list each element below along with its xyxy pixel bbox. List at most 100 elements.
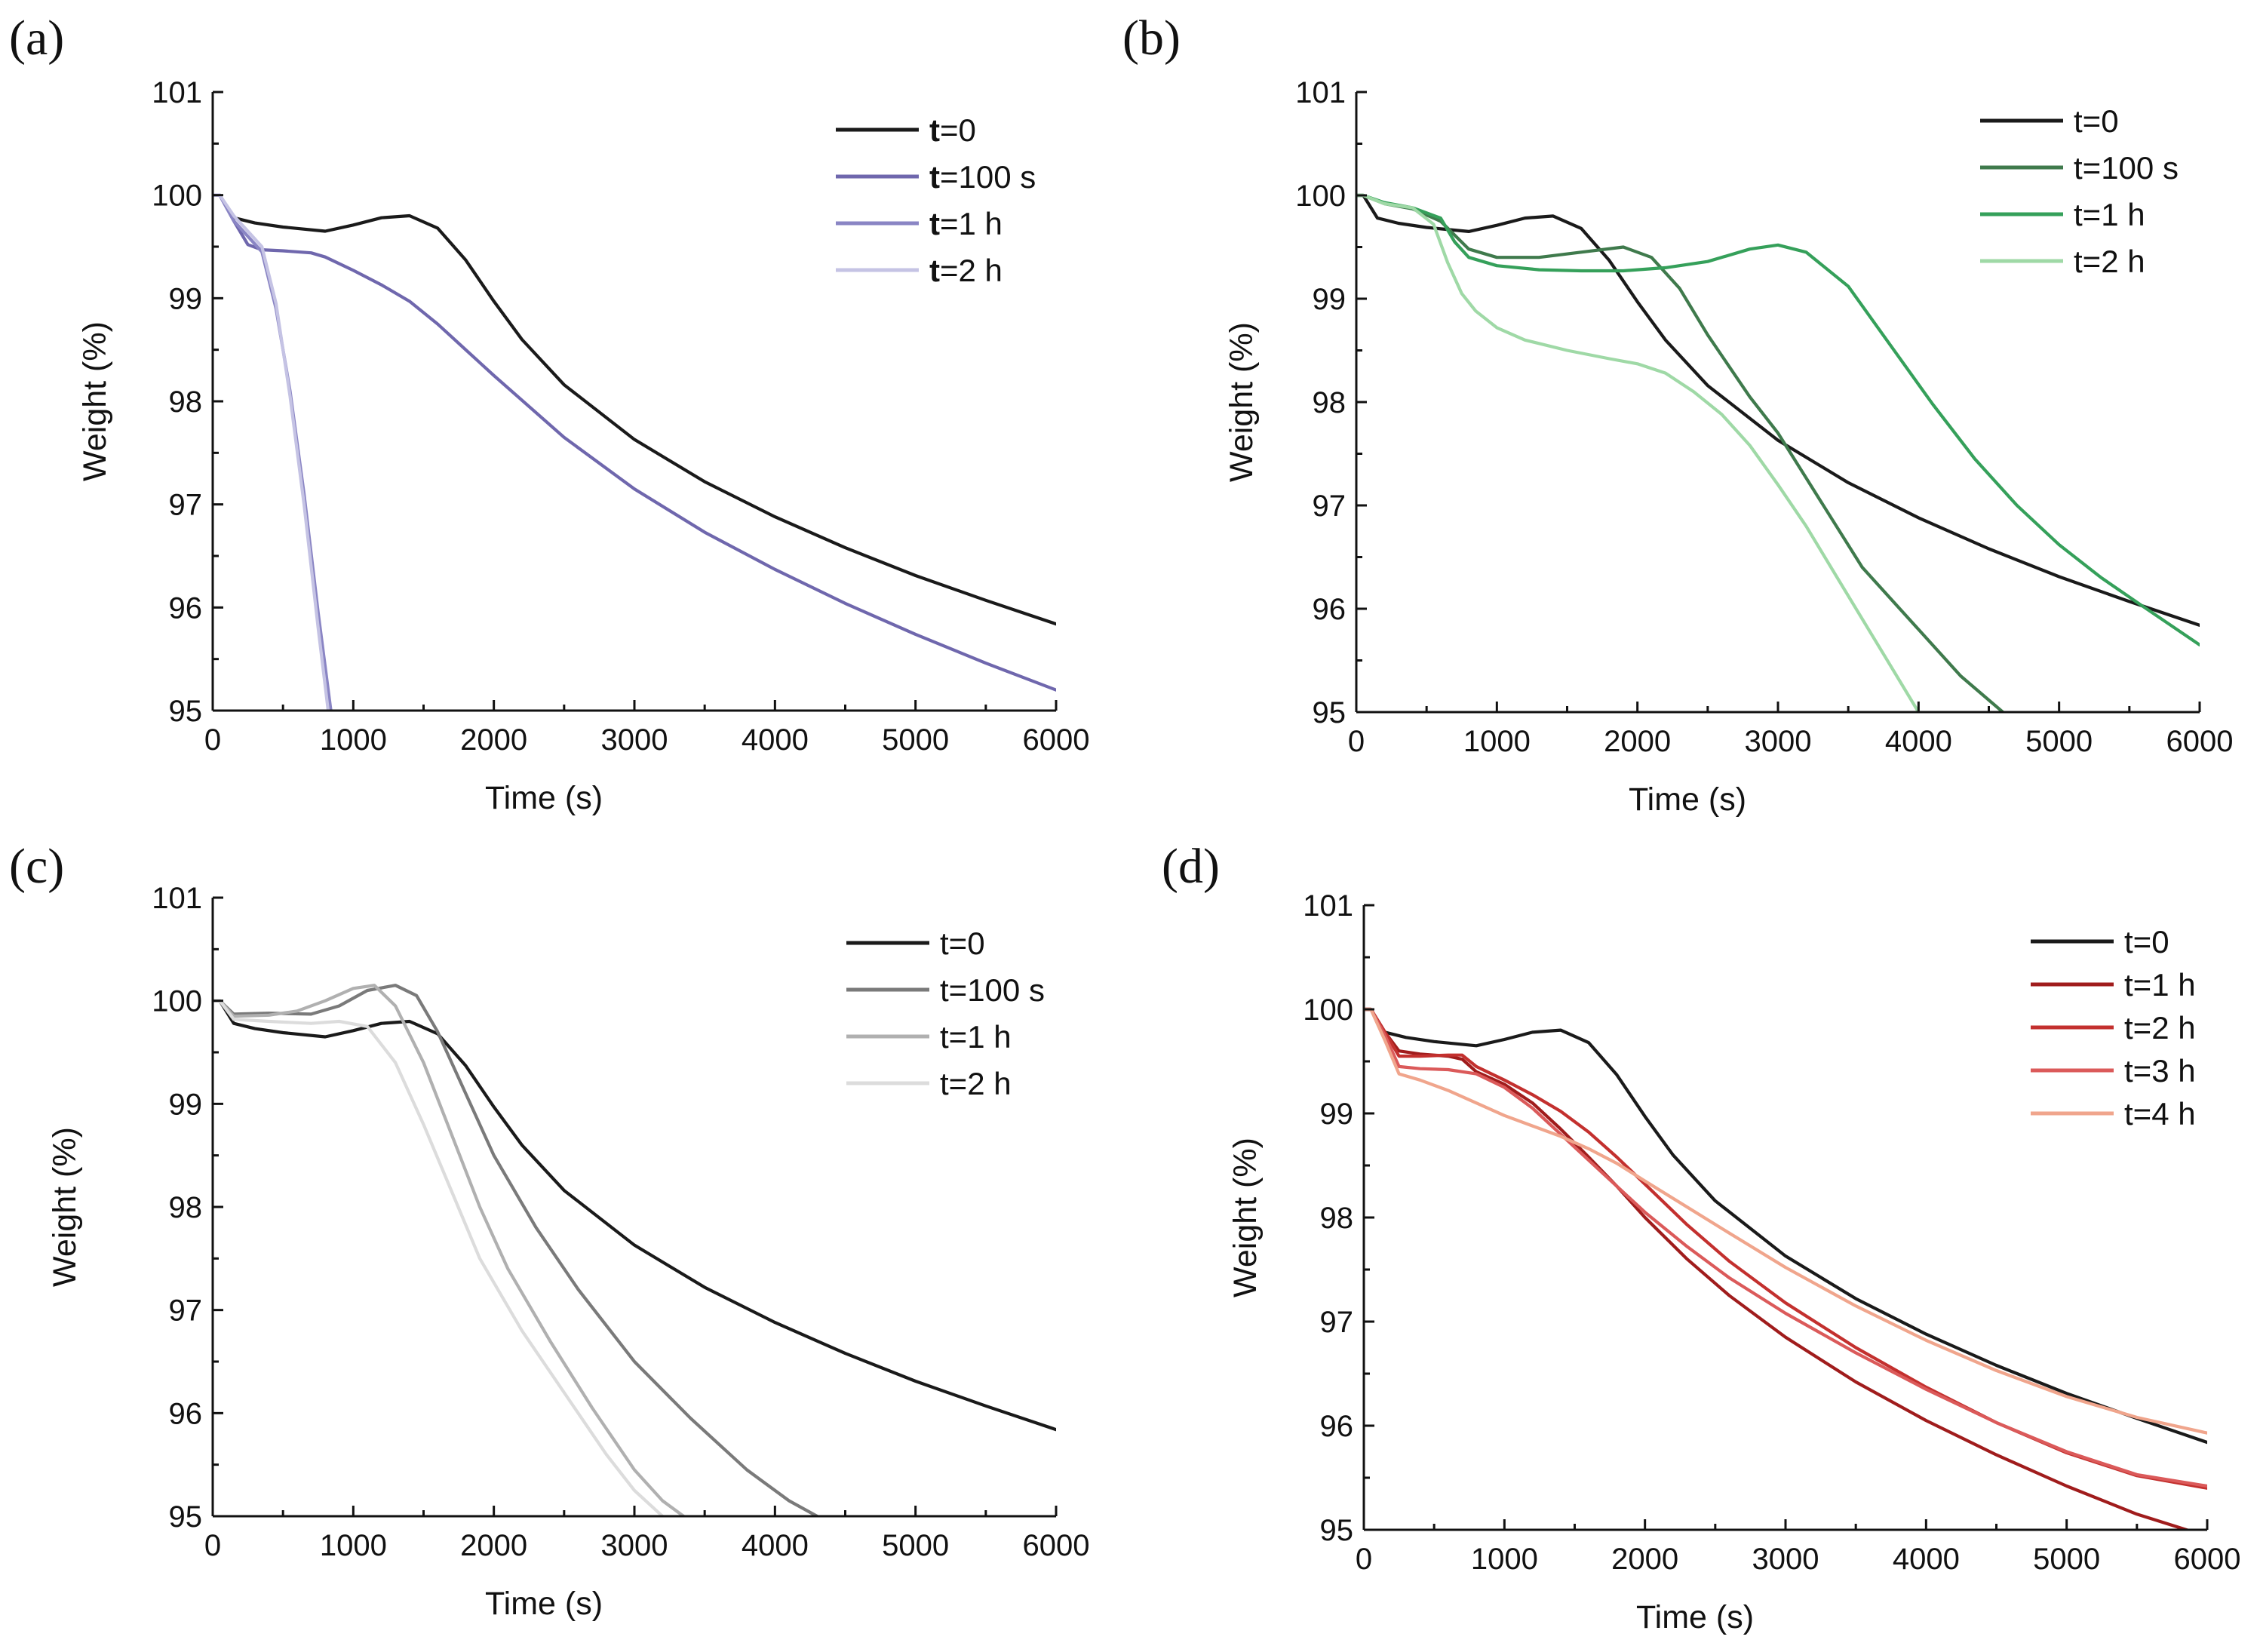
x-tick-label: 2000 — [460, 723, 527, 757]
y-axis-title: Weight (%) — [77, 321, 113, 481]
y-tick-label: 95 — [169, 1500, 203, 1534]
y-tick-label: 98 — [1320, 1202, 1354, 1235]
y-tick-label: 100 — [1295, 180, 1346, 213]
x-tick-label: 4000 — [742, 723, 809, 757]
series-line-t-100-s — [213, 984, 819, 1516]
series-line-t-1-h — [213, 193, 333, 711]
x-tick-label: 3000 — [601, 1529, 668, 1562]
x-tick-label: 6000 — [1023, 723, 1090, 757]
panel-label: (a) — [9, 11, 64, 66]
series-line-t-100-s — [213, 193, 1056, 692]
x-tick-label: 0 — [1348, 725, 1365, 758]
y-tick-label: 97 — [169, 489, 203, 522]
panel-label: (d) — [1162, 839, 1220, 894]
x-tick-label: 0 — [204, 723, 221, 757]
legend-entry: t=0 — [940, 926, 985, 961]
y-axis-title: Weight (%) — [1227, 1138, 1264, 1297]
legend-entry: t=1 h — [2124, 967, 2196, 1003]
y-tick-label: 96 — [169, 1397, 203, 1430]
y-tick-label: 97 — [169, 1294, 203, 1328]
x-tick-label: 6000 — [1023, 1529, 1090, 1562]
series-line-t-2-h — [1356, 193, 1921, 712]
legend-entry: t=1 h — [929, 206, 1003, 241]
y-tick-label: 97 — [1313, 490, 1346, 523]
y-tick-label: 100 — [1303, 993, 1353, 1027]
series-line-t-0 — [1364, 1007, 2207, 1445]
legend-entry: t=2 h — [940, 1066, 1012, 1101]
x-tick-label: 0 — [204, 1529, 221, 1562]
x-tick-label: 3000 — [601, 723, 668, 757]
legend: t=0 t=100 s t=1 h t=2 h — [846, 926, 1045, 1101]
x-tick-label: 0 — [1356, 1543, 1372, 1576]
legend-entry: t=0 — [2074, 103, 2119, 139]
y-tick-label: 98 — [169, 385, 203, 419]
legend-entry: t=3 h — [2124, 1053, 2196, 1089]
series-line-t-1-h — [1364, 1007, 2192, 1530]
x-axis-title: Time (s) — [1636, 1599, 1754, 1635]
series-line-t-1-h — [213, 984, 686, 1516]
series-line-t-1-h — [1356, 193, 2200, 646]
panel-label: (c) — [9, 839, 64, 894]
x-tick-label: 6000 — [2166, 725, 2234, 758]
x-tick-label: 2000 — [460, 1529, 527, 1562]
y-tick-label: 95 — [1320, 1514, 1354, 1547]
x-tick-label: 4000 — [742, 1529, 809, 1562]
legend-entry: t=0 — [2124, 924, 2169, 960]
y-axis-title: Weight (%) — [1224, 322, 1260, 482]
legend-entry: t=1 h — [940, 1019, 1012, 1055]
y-tick-label: 98 — [1313, 386, 1346, 419]
legend-entry: t=2 h — [2074, 244, 2145, 279]
panel-d: (d) 0 1000 2000 3000 4000 5000 6000 95 96 97 98 99 10… — [1162, 839, 2240, 1635]
series-line-t-0 — [213, 193, 1056, 626]
legend-entry: t=100 s — [929, 159, 1036, 195]
series-line-t-0 — [1356, 193, 2200, 627]
y-tick-label: 100 — [152, 985, 202, 1018]
series-line-t-3-h — [1364, 1007, 2207, 1488]
series-line-t-2-h — [213, 193, 330, 711]
y-tick-label: 101 — [1303, 889, 1353, 923]
y-tick-label: 100 — [152, 180, 202, 213]
x-tick-label: 1000 — [320, 1529, 387, 1562]
legend: t=0 t=100 s t=1 h t=2 h — [836, 112, 1036, 288]
series-line-t-0 — [213, 999, 1056, 1432]
y-tick-label: 97 — [1320, 1306, 1354, 1339]
y-tick-label: 101 — [152, 76, 202, 109]
x-tick-label: 5000 — [882, 1529, 949, 1562]
x-tick-label: 6000 — [2174, 1543, 2241, 1576]
y-tick-label: 99 — [1313, 283, 1346, 316]
x-tick-label: 3000 — [1745, 725, 1812, 758]
y-tick-label: 98 — [169, 1191, 203, 1224]
panel-b: (b) 0 1000 2000 3000 4000 5000 6000 95 96 97 98 99 10… — [1122, 11, 2233, 818]
x-tick-label: 2000 — [1604, 725, 1671, 758]
legend-entry: t=1 h — [2074, 197, 2145, 232]
series-line-t-4-h — [1364, 1007, 2207, 1435]
x-tick-label: 3000 — [1752, 1543, 1819, 1576]
x-tick-label: 1000 — [1463, 725, 1531, 758]
y-tick-label: 99 — [1320, 1098, 1354, 1131]
y-tick-label: 101 — [152, 882, 202, 915]
y-tick-label: 96 — [169, 591, 203, 625]
x-tick-label: 4000 — [1885, 725, 1952, 758]
panel-a: (a) 0 1000 2000 3000 4000 5000 6000 95 96 97 98 99 10… — [9, 11, 1089, 816]
y-tick-label: 96 — [1313, 593, 1346, 626]
legend-entry: t=0 — [929, 112, 976, 148]
legend-entry: t=2 h — [2124, 1010, 2196, 1046]
series-group — [1364, 1007, 2207, 1530]
legend-entry: t=100 s — [2074, 150, 2179, 186]
y-tick-label: 95 — [1313, 696, 1346, 729]
legend: t=0 t=1 h t=2 h t=3 h t=4 h — [2031, 924, 2196, 1132]
x-tick-label: 1000 — [320, 723, 387, 757]
y-tick-label: 99 — [169, 282, 203, 315]
y-tick-label: 95 — [169, 695, 203, 728]
x-axis-title: Time (s) — [485, 1586, 603, 1622]
y-axis-title: Weight (%) — [47, 1127, 83, 1287]
series-group — [213, 984, 1056, 1516]
x-axis-title: Time (s) — [485, 780, 603, 816]
panel-label: (b) — [1122, 11, 1181, 66]
legend: t=0 t=100 s t=1 h t=2 h — [1980, 103, 2179, 279]
legend-entry: t=4 h — [2124, 1096, 2196, 1132]
y-tick-label: 96 — [1320, 1410, 1354, 1443]
series-group — [1356, 193, 2200, 712]
x-tick-label: 2000 — [1611, 1543, 1678, 1576]
